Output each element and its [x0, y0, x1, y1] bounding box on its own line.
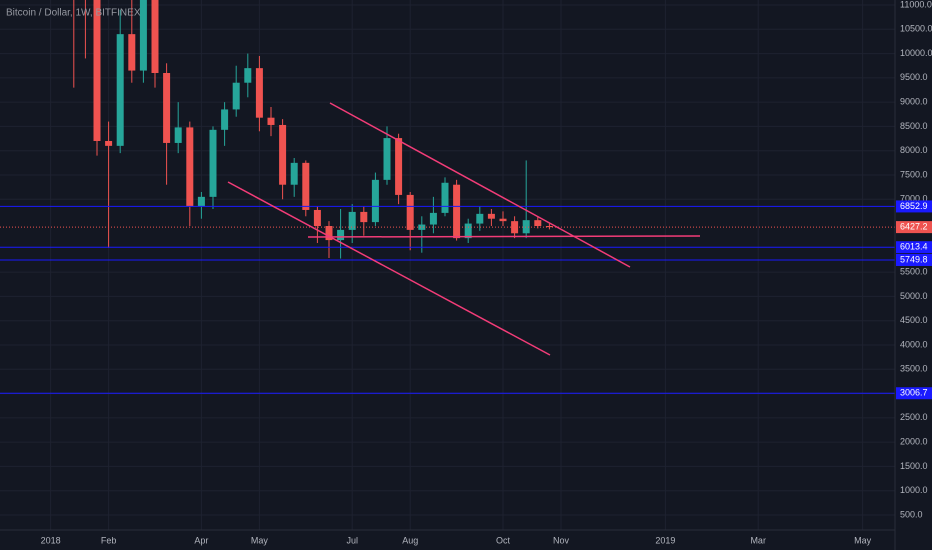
level-label-bg: [896, 254, 932, 267]
level-label: 3006.7: [900, 388, 928, 398]
y-tick-label: 2500.0: [900, 412, 928, 422]
drawings: [227, 102, 701, 356]
candle-body: [139, 0, 147, 71]
y-tick-label: 9500.0: [900, 72, 928, 82]
candle-body: [453, 184, 461, 239]
candle-body: [511, 221, 519, 234]
y-tick-label: 4000.0: [900, 339, 928, 349]
y-tick-label: 5000.0: [900, 291, 928, 301]
level-label: 6852.9: [900, 201, 928, 211]
x-tick-label: 2019: [655, 535, 675, 545]
trend-line: [227, 181, 551, 356]
candle-body: [209, 129, 217, 197]
candle-body: [337, 229, 345, 241]
candle-body: [267, 117, 275, 125]
candle-body: [279, 124, 287, 185]
x-tick-label: Jul: [346, 535, 358, 545]
level-label-bg: [896, 387, 932, 400]
candle-body: [499, 218, 507, 222]
candle-body: [221, 109, 229, 130]
candle-body: [128, 34, 136, 71]
y-tick-label: 1500.0: [900, 461, 928, 471]
candle-body: [476, 213, 484, 224]
y-tick-label: 4500.0: [900, 315, 928, 325]
axes: 500.01000.01500.02000.02500.03000.03500.…: [41, 0, 932, 545]
y-tick-label: 11000.0: [900, 0, 932, 9]
candle-body: [163, 73, 171, 143]
candle-body: [534, 220, 542, 226]
last-price-bg: [896, 221, 932, 234]
candle-body: [105, 140, 113, 146]
plot: [0, 0, 895, 394]
candle-body: [429, 212, 437, 225]
last-price-label: 6427.2: [900, 221, 928, 231]
candle-body: [325, 225, 333, 241]
y-tick-label: 8500.0: [900, 121, 928, 131]
candle-body: [406, 194, 414, 230]
level-label-bg: [896, 200, 932, 213]
candle-body: [464, 223, 472, 239]
candle-body: [371, 179, 379, 223]
y-tick-label: 1000.0: [900, 485, 928, 495]
candle-body: [174, 127, 182, 143]
candle-body: [395, 138, 403, 195]
y-tick-label: 2000.0: [900, 437, 928, 447]
candle-body: [116, 34, 124, 146]
candle-body: [232, 82, 240, 110]
candle-body: [545, 225, 553, 228]
candle-body: [522, 220, 530, 234]
x-tick-label: Feb: [101, 535, 117, 545]
candle-body: [418, 224, 426, 230]
candle-body: [441, 182, 449, 213]
candle-body: [255, 68, 263, 118]
x-tick-label: 2018: [41, 535, 61, 545]
x-tick-label: Nov: [553, 535, 570, 545]
y-tick-label: 7500.0: [900, 169, 928, 179]
level-label: 6013.4: [900, 242, 928, 252]
y-tick-label: 3500.0: [900, 364, 928, 374]
candle-body: [313, 209, 321, 226]
y-tick-label: 10500.0: [900, 24, 932, 34]
y-tick-label: 10000.0: [900, 48, 932, 58]
trend-line: [307, 235, 701, 238]
candle-body: [290, 162, 298, 185]
x-tick-label: May: [251, 535, 269, 545]
y-tick-label: 500.0: [900, 509, 923, 519]
candle-body: [360, 211, 368, 223]
y-tick-label: 7000.0: [900, 194, 928, 204]
candle-body: [151, 0, 159, 74]
y-tick-label: 9000.0: [900, 97, 928, 107]
candle-body: [383, 138, 391, 180]
candle-body: [93, 0, 101, 141]
x-tick-label: Oct: [496, 535, 511, 545]
candle-body: [302, 162, 310, 210]
candle-body: [348, 211, 356, 230]
x-tick-label: Aug: [402, 535, 418, 545]
chart-title: Bitcoin / Dollar, 1W, BITFINEX: [6, 8, 141, 19]
x-tick-label: Apr: [194, 535, 208, 545]
level-label-bg: [896, 241, 932, 254]
x-tick-label: May: [854, 535, 872, 545]
y-tick-label: 8000.0: [900, 145, 928, 155]
trend-line: [329, 102, 631, 268]
candle-body: [487, 213, 495, 219]
candle-body: [186, 127, 194, 207]
x-tick-label: Mar: [750, 535, 766, 545]
level-label: 5749.8: [900, 254, 928, 264]
y-tick-label: 5500.0: [900, 267, 928, 277]
candle-body: [244, 68, 252, 83]
candle-body: [197, 196, 205, 207]
